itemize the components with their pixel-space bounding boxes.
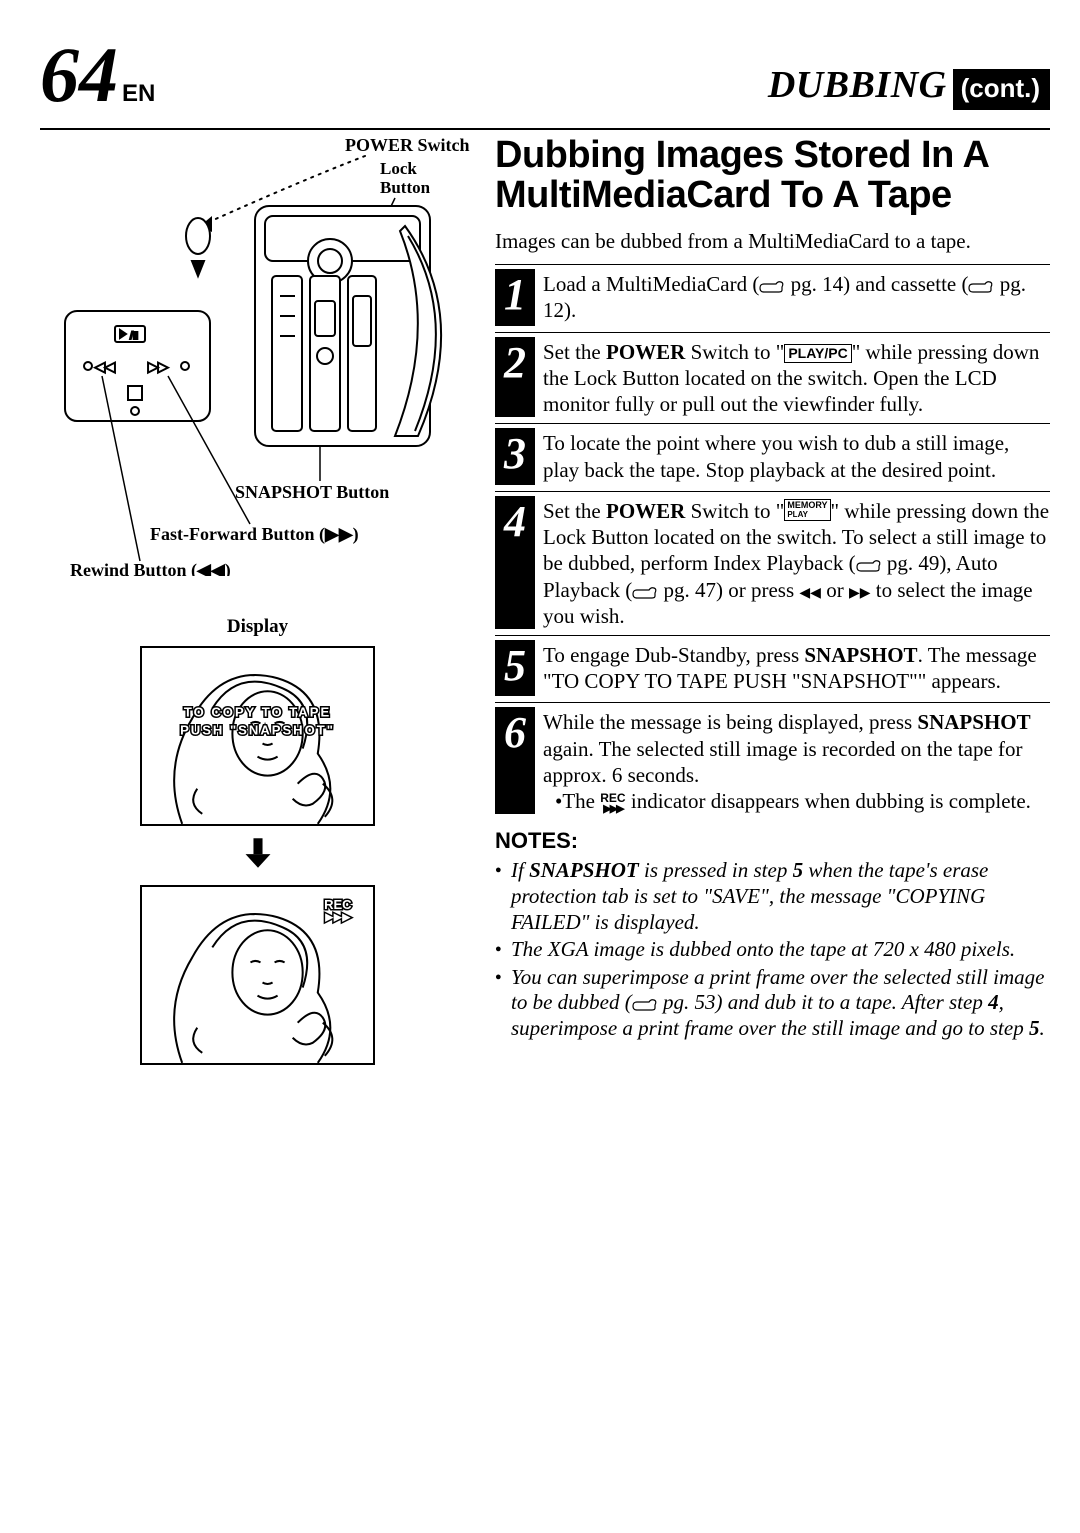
step-body: To engage Dub-Standby, press SNAPSHOT. T…: [543, 640, 1050, 696]
svg-text:◀◀: ◀◀: [95, 359, 115, 374]
snapshot-label: SNAPSHOT Button: [235, 482, 389, 502]
section-title-wrap: DUBBING (cont.): [768, 63, 1050, 110]
intro-text: Images can be dubbed from a MultiMediaCa…: [495, 228, 1050, 254]
header-rule: [40, 128, 1050, 130]
svg-text:REC: REC: [324, 897, 352, 912]
note-item: The XGA image is dubbed onto the tape at…: [495, 937, 1050, 963]
step-number: 1: [495, 269, 535, 325]
cont-box: (cont.): [953, 69, 1050, 110]
page-number-wrap: 64 EN: [40, 40, 155, 110]
page-number: 64: [40, 40, 118, 110]
svg-text:PUSH "SNAPSHOT": PUSH "SNAPSHOT": [180, 723, 335, 738]
main-heading: Dubbing Images Stored In A MultiMediaCar…: [495, 136, 1050, 216]
steps-container: 1Load a MultiMediaCard ( pg. 14) and cas…: [495, 264, 1050, 814]
step-body: Load a MultiMediaCard ( pg. 14) and cass…: [543, 269, 1050, 325]
section-title: DUBBING: [768, 63, 947, 107]
header-row: 64 EN DUBBING (cont.): [40, 40, 1050, 110]
step-number: 4: [495, 496, 535, 629]
lock-button-label-2: Button: [380, 178, 431, 197]
display-box-2: REC REC ▶▶▶ ▶▶▶: [140, 885, 375, 1065]
step-body: To locate the point where you wish to du…: [543, 428, 1050, 484]
step-number: 2: [495, 337, 535, 418]
display-box-1: TO COPY TO TAPE TO COPY TO TAPE PUSH "SN…: [140, 646, 375, 826]
step: 5To engage Dub-Standby, press SNAPSHOT. …: [495, 635, 1050, 696]
ff-label: Fast-Forward Button (▶▶): [150, 524, 359, 545]
step-number: 6: [495, 707, 535, 814]
arrow-down-icon: [140, 836, 375, 875]
power-switch-label: POWER Switch: [345, 136, 470, 155]
lang-label: EN: [122, 80, 155, 108]
step: 6While the message is being displayed, p…: [495, 702, 1050, 814]
step-number: 3: [495, 428, 535, 484]
step: 3To locate the point where you wish to d…: [495, 423, 1050, 484]
svg-text:TO COPY TO TAPE: TO COPY TO TAPE: [184, 705, 331, 720]
step: 2Set the POWER Switch to "PLAY/PC" while…: [495, 332, 1050, 418]
note-item: If SNAPSHOT is pressed in step 5 when th…: [495, 858, 1050, 935]
right-column: Dubbing Images Stored In A MultiMediaCar…: [495, 136, 1050, 1065]
step-body: Set the POWER Switch to "MEMORYPLAY" whi…: [543, 496, 1050, 629]
step: 4Set the POWER Switch to "MEMORYPLAY" wh…: [495, 491, 1050, 629]
camera-illustration: POWER Switch Lock Button: [40, 136, 475, 576]
step: 1Load a MultiMediaCard ( pg. 14) and cas…: [495, 264, 1050, 325]
svg-text:/II: /II: [130, 331, 138, 342]
notes-heading: NOTES:: [495, 828, 1050, 854]
step-body: Set the POWER Switch to "PLAY/PC" while …: [543, 337, 1050, 418]
notes-list: If SNAPSHOT is pressed in step 5 when th…: [495, 858, 1050, 1041]
svg-text:▶▶: ▶▶: [148, 359, 168, 374]
display-label: Display: [40, 616, 475, 638]
left-column: POWER Switch Lock Button: [40, 136, 475, 1065]
step-body: While the message is being displayed, pr…: [543, 707, 1050, 814]
lock-button-label-1: Lock: [380, 159, 417, 178]
note-item: You can superimpose a print frame over t…: [495, 965, 1050, 1042]
svg-text:▶▶▶: ▶▶▶: [325, 911, 351, 923]
rw-label: Rewind Button (◀◀): [70, 560, 231, 576]
step-number: 5: [495, 640, 535, 696]
